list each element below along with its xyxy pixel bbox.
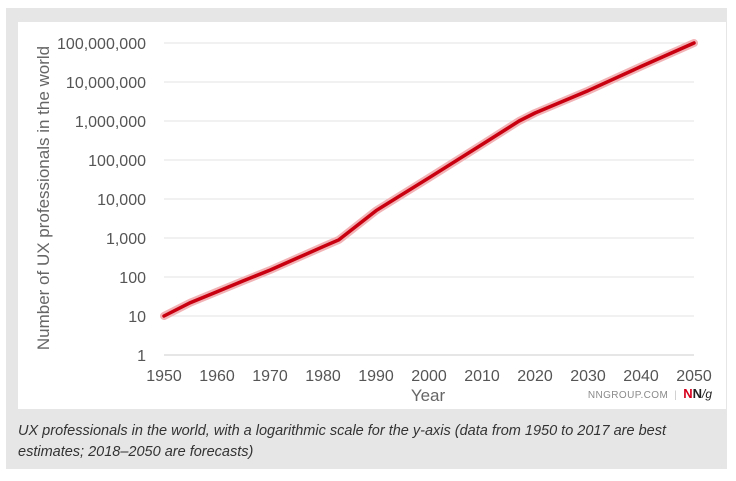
y-tick-label: 10,000,000 xyxy=(66,75,146,92)
x-tick-label: 2050 xyxy=(676,368,712,385)
source-text: NNGROUP.COM xyxy=(587,390,669,401)
logo-suffix: /g xyxy=(701,387,712,401)
y-tick-labels: 1 10 100 1,000 10,000 100,000 1,000,000 10,000,… xyxy=(57,36,146,365)
x-tick-label: 2010 xyxy=(464,368,500,385)
gridlines xyxy=(164,42,694,356)
x-tick-label: 1960 xyxy=(199,368,235,385)
x-tick-label: 2040 xyxy=(623,368,659,385)
log-line-chart: 1 10 100 1,000 10,000 100,000 1,000,000 10,000,… xyxy=(34,36,712,405)
x-tick-label: 1950 xyxy=(146,368,182,385)
x-axis-label: Year xyxy=(411,386,446,405)
y-tick-label: 1,000,000 xyxy=(75,114,146,131)
series-line xyxy=(162,41,696,318)
x-tick-label: 1990 xyxy=(358,368,394,385)
x-tick-labels: 1950 1960 1970 1980 1990 2000 2010 2020 2030 2040… xyxy=(146,368,712,385)
logo-letter-black: N xyxy=(692,386,702,401)
y-tick-label: 100,000,000 xyxy=(57,36,146,53)
y-tick-label: 100,000 xyxy=(88,153,146,170)
figure-frame: 1 10 100 1,000 10,000 100,000 1,000,000 10,000,… xyxy=(6,8,727,469)
nng-logo: NN/g xyxy=(683,386,712,401)
x-tick-label: 2020 xyxy=(517,368,553,385)
logo-letter-red: N xyxy=(683,386,693,401)
source-separator: | xyxy=(674,390,678,401)
source-attribution: NNGROUP.COM | NN/g xyxy=(588,386,726,409)
y-tick-label: 10 xyxy=(128,309,146,326)
y-tick-label: 100 xyxy=(119,270,146,287)
figure-caption: UX professionals in the world, with a lo… xyxy=(18,423,666,460)
x-tick-label: 2030 xyxy=(570,368,606,385)
chart-card: 1 10 100 1,000 10,000 100,000 1,000,000 10,000,… xyxy=(18,22,726,409)
y-axis-label: Number of UX professionals in the world xyxy=(34,46,53,350)
data-series xyxy=(160,39,698,320)
y-tick-label: 10,000 xyxy=(97,192,146,209)
y-tick-label: 1,000 xyxy=(106,231,146,248)
x-tick-label: 2000 xyxy=(411,368,447,385)
x-tick-label: 1980 xyxy=(305,368,341,385)
x-tick-label: 1970 xyxy=(252,368,288,385)
y-tick-label: 1 xyxy=(137,348,146,365)
